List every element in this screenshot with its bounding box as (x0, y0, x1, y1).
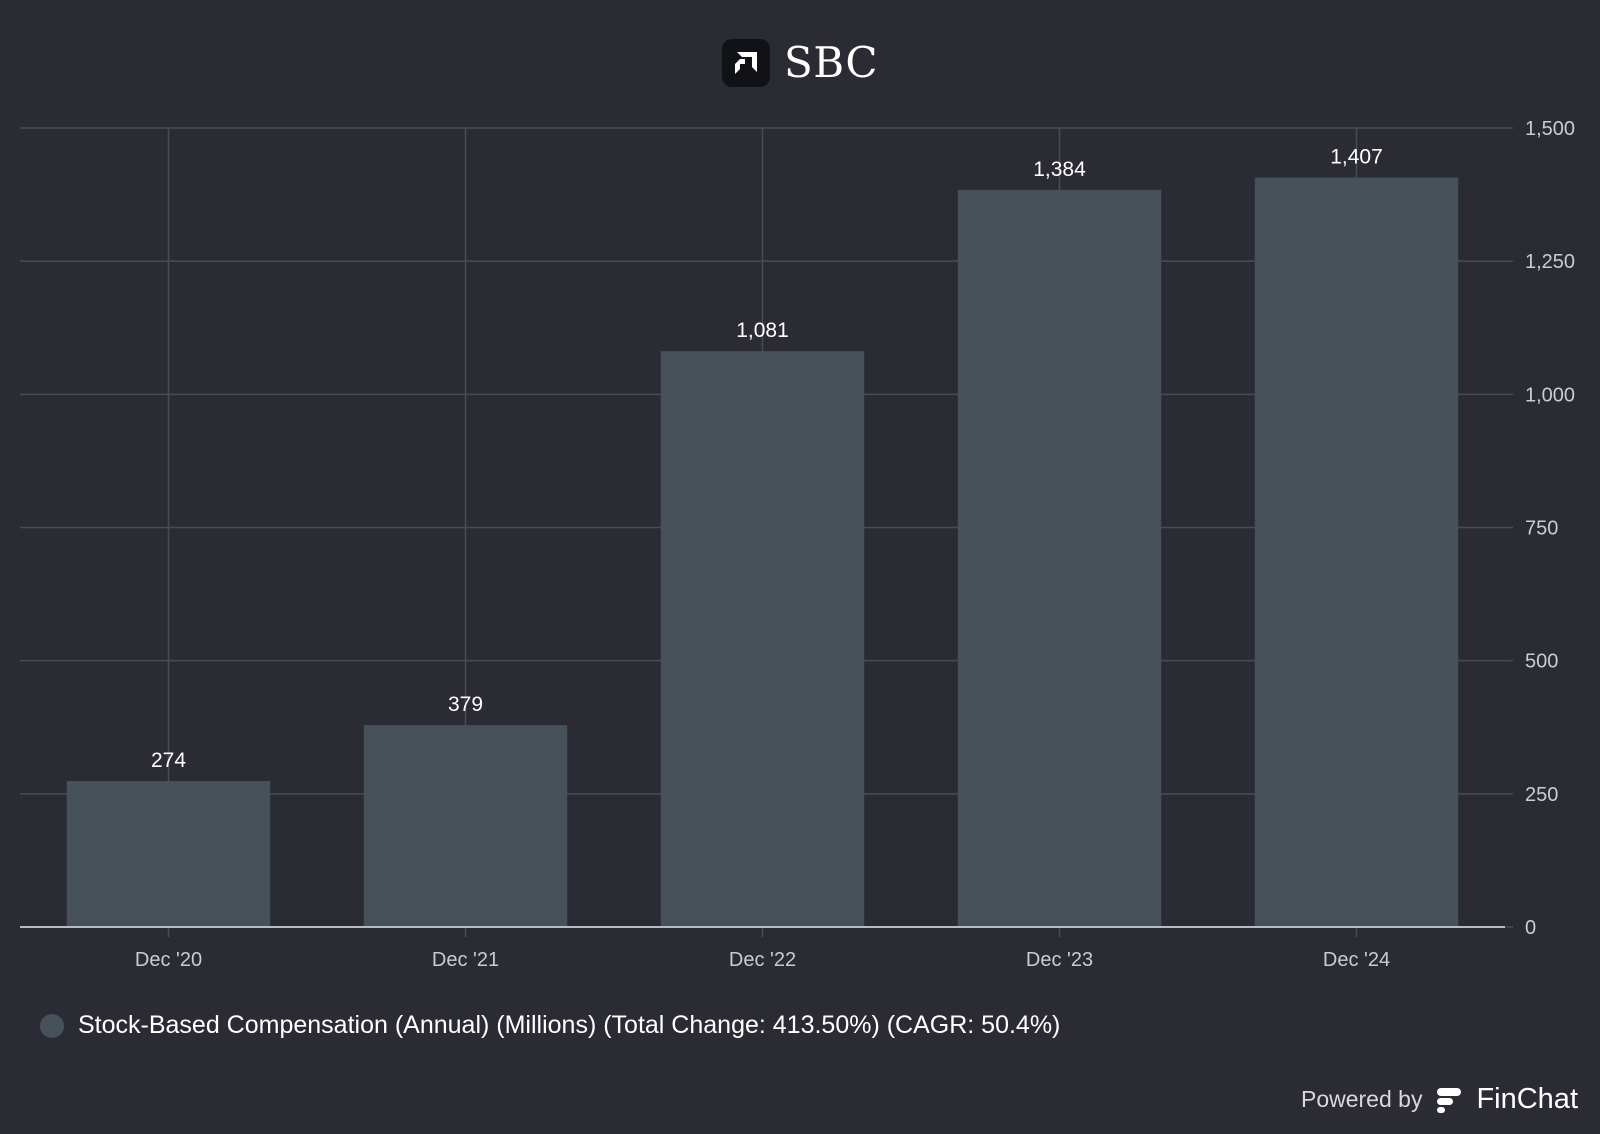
bar-value-label: 1,407 (1330, 146, 1383, 169)
y-tick-label: 250 (1525, 784, 1558, 806)
bar (957, 189, 1162, 928)
y-tick-label: 500 (1525, 651, 1558, 673)
bar (363, 725, 568, 927)
x-tick-label: Dec '22 (729, 949, 796, 971)
legend-swatch (40, 1013, 64, 1038)
powered-by-text: Powered by (1300, 1086, 1423, 1112)
y-tick-label: 750 (1525, 518, 1558, 540)
y-tick-label: 1,500 (1525, 118, 1575, 140)
bar-chart: 0 250 500 750 1,000 1,250 1,500 274 379 1,081 1,38… (20, 118, 1575, 971)
x-tick-label: Dec '21 (432, 949, 499, 971)
x-tick-label: Dec '23 (1026, 949, 1093, 971)
amd-logo-icon (721, 38, 770, 87)
legend-label: Stock-Based Compensation (Annual) (Milli… (78, 1011, 1061, 1039)
y-tick-label: 1,000 (1525, 384, 1575, 406)
finchat-brand-name: FinChat (1476, 1083, 1578, 1115)
x-tick-label: Dec '20 (135, 949, 202, 971)
chart-header: SBC (0, 38, 1600, 87)
x-tick-label: Dec '24 (1323, 949, 1390, 971)
bar-value-label: 1,384 (1033, 158, 1086, 181)
finchat-logo-icon (1437, 1087, 1462, 1113)
bar-value-label: 274 (151, 749, 186, 772)
powered-by-footer[interactable]: Powered by FinChat (1301, 1083, 1578, 1116)
y-tick-label: 1,250 (1525, 251, 1575, 273)
bar-value-label: 379 (448, 693, 483, 716)
bar (66, 781, 271, 927)
chart-legend[interactable]: Stock-Based Compensation (Annual) (Milli… (40, 1011, 1060, 1040)
bar (660, 351, 865, 927)
chart-title: SBC (783, 38, 879, 87)
bar (1254, 177, 1459, 928)
bar-value-label: 1,081 (736, 319, 789, 342)
y-tick-label: 0 (1525, 917, 1536, 939)
